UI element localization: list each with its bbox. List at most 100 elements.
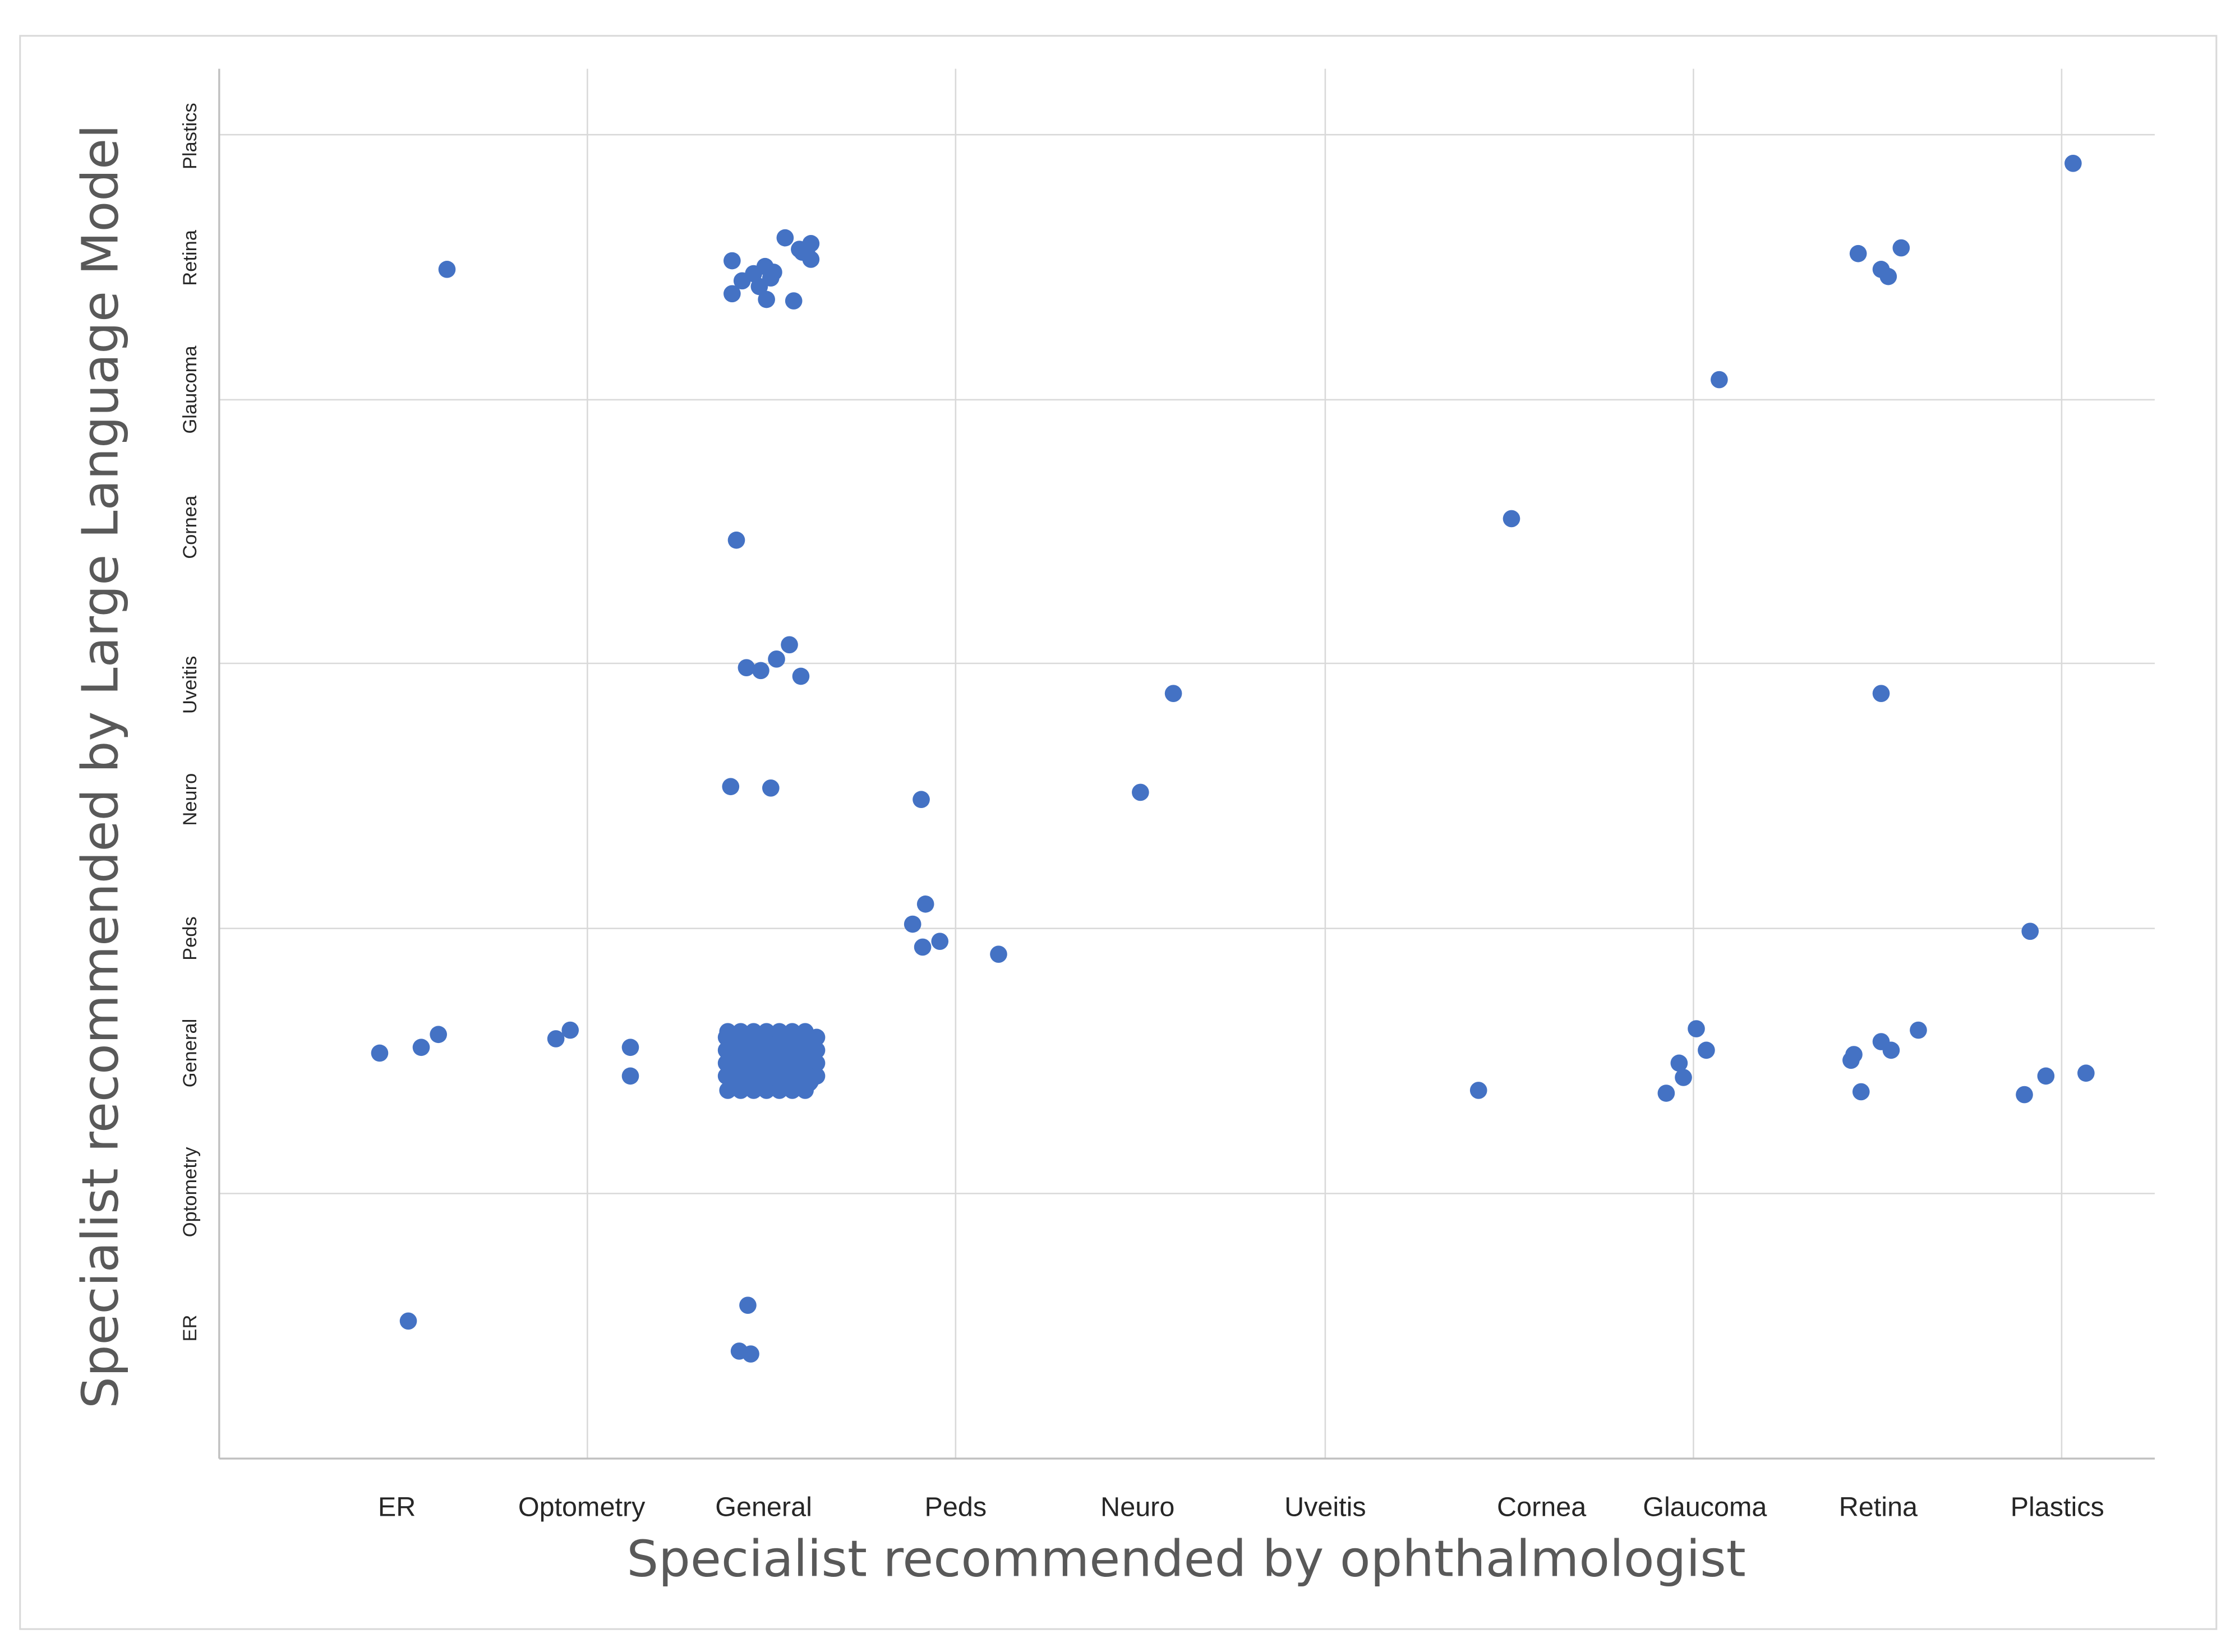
x-tick-label: Uveitis	[1284, 1492, 1366, 1522]
data-point	[621, 1067, 639, 1085]
data-point	[732, 1023, 749, 1040]
data-point	[742, 1345, 759, 1363]
data-point	[738, 659, 755, 676]
data-points	[371, 154, 2095, 1363]
y-tick-label: Peds	[179, 916, 201, 961]
data-point	[1879, 267, 1897, 285]
dense-point-cluster	[724, 1028, 820, 1093]
data-point	[1132, 783, 1149, 801]
data-point	[1657, 1085, 1675, 1102]
data-point	[717, 1028, 735, 1046]
data-point	[1503, 510, 1520, 528]
data-point	[798, 243, 815, 261]
x-tick-label: ER	[378, 1492, 416, 1522]
data-point	[796, 1082, 814, 1099]
data-point	[808, 1067, 826, 1085]
chart-frame	[19, 35, 2218, 1630]
data-point	[771, 1023, 788, 1040]
data-point	[722, 778, 740, 796]
y-tick-label: Retina	[179, 229, 201, 285]
data-point	[717, 1067, 735, 1085]
x-tick-label: Optometry	[518, 1492, 646, 1522]
data-point	[785, 292, 803, 310]
data-point	[621, 1039, 639, 1056]
data-point	[727, 531, 745, 549]
y-tick-label: Optometry	[179, 1147, 201, 1238]
data-point	[1698, 1041, 1715, 1059]
y-tick-label: Cornea	[179, 495, 201, 559]
data-point	[1675, 1069, 1692, 1086]
data-point	[1845, 1046, 1863, 1063]
data-point	[916, 895, 934, 913]
y-tick-label: Glaucoma	[179, 345, 201, 434]
data-point	[808, 1054, 826, 1072]
data-point	[745, 1023, 762, 1040]
data-point	[904, 915, 921, 933]
data-point	[724, 285, 741, 303]
y-tick-label: General	[179, 1019, 201, 1088]
data-point	[430, 1026, 447, 1044]
data-point	[719, 1082, 737, 1099]
y-axis-ticks: ER Optometry General Peds Neuro Uveitis Cornea…	[179, 103, 201, 1341]
data-point	[808, 1041, 826, 1059]
data-point	[2037, 1067, 2055, 1085]
y-axis-title: Specialist recommended by Large Language…	[71, 124, 130, 1409]
x-tick-label: Cornea	[1497, 1492, 1586, 1522]
x-tick-label: Neuro	[1100, 1492, 1174, 1522]
data-point	[371, 1044, 389, 1062]
data-point	[914, 938, 932, 956]
data-point	[784, 1023, 801, 1040]
data-point	[399, 1312, 417, 1330]
data-point	[1670, 1054, 1688, 1072]
x-tick-label: Retina	[1839, 1492, 1918, 1522]
data-point	[990, 945, 1007, 963]
y-tick-label: Plastics	[179, 103, 201, 169]
y-tick-label: Uveitis	[179, 656, 201, 714]
data-point	[762, 779, 780, 797]
x-tick-label: Plastics	[2011, 1492, 2104, 1522]
data-point	[745, 1082, 762, 1099]
data-point	[1882, 1041, 1900, 1059]
y-tick-label: ER	[179, 1315, 201, 1342]
data-point	[2065, 154, 2082, 172]
data-point	[771, 1082, 788, 1099]
data-point	[1164, 685, 1182, 702]
data-point	[1849, 244, 1867, 262]
data-point	[768, 650, 785, 668]
data-point	[784, 1082, 801, 1099]
data-point	[765, 264, 782, 281]
x-tick-label: General	[715, 1492, 812, 1522]
data-point	[717, 1041, 735, 1059]
data-point	[2016, 1086, 2033, 1104]
data-point	[438, 261, 456, 278]
x-axis-title: Specialist recommended by ophthalmologis…	[626, 1530, 1745, 1589]
data-point	[931, 933, 949, 950]
data-point	[412, 1039, 430, 1056]
data-point	[1872, 685, 1890, 702]
y-tick-label: Neuro	[179, 773, 201, 826]
data-point	[1469, 1082, 1487, 1099]
data-point	[758, 290, 775, 308]
data-point	[758, 1082, 775, 1099]
data-point	[758, 1023, 775, 1040]
data-point	[2021, 922, 2039, 940]
data-point	[724, 252, 741, 270]
data-point	[717, 1054, 735, 1072]
gridlines	[219, 68, 2155, 1459]
data-point	[750, 278, 768, 296]
data-point	[1852, 1083, 1870, 1101]
data-point	[808, 1028, 826, 1046]
data-point	[752, 662, 769, 680]
data-point	[792, 667, 810, 685]
x-tick-label: Glaucoma	[1643, 1492, 1767, 1522]
data-point	[561, 1021, 579, 1039]
x-axis-ticks: ER Optometry General Peds Neuro Uveitis Cornea…	[378, 1492, 2104, 1522]
data-point	[732, 1082, 749, 1099]
data-point	[1711, 371, 1728, 389]
data-point	[1892, 239, 1910, 257]
data-point	[547, 1030, 565, 1048]
data-point	[781, 636, 798, 654]
data-point	[739, 1296, 757, 1314]
data-point	[2077, 1064, 2095, 1082]
